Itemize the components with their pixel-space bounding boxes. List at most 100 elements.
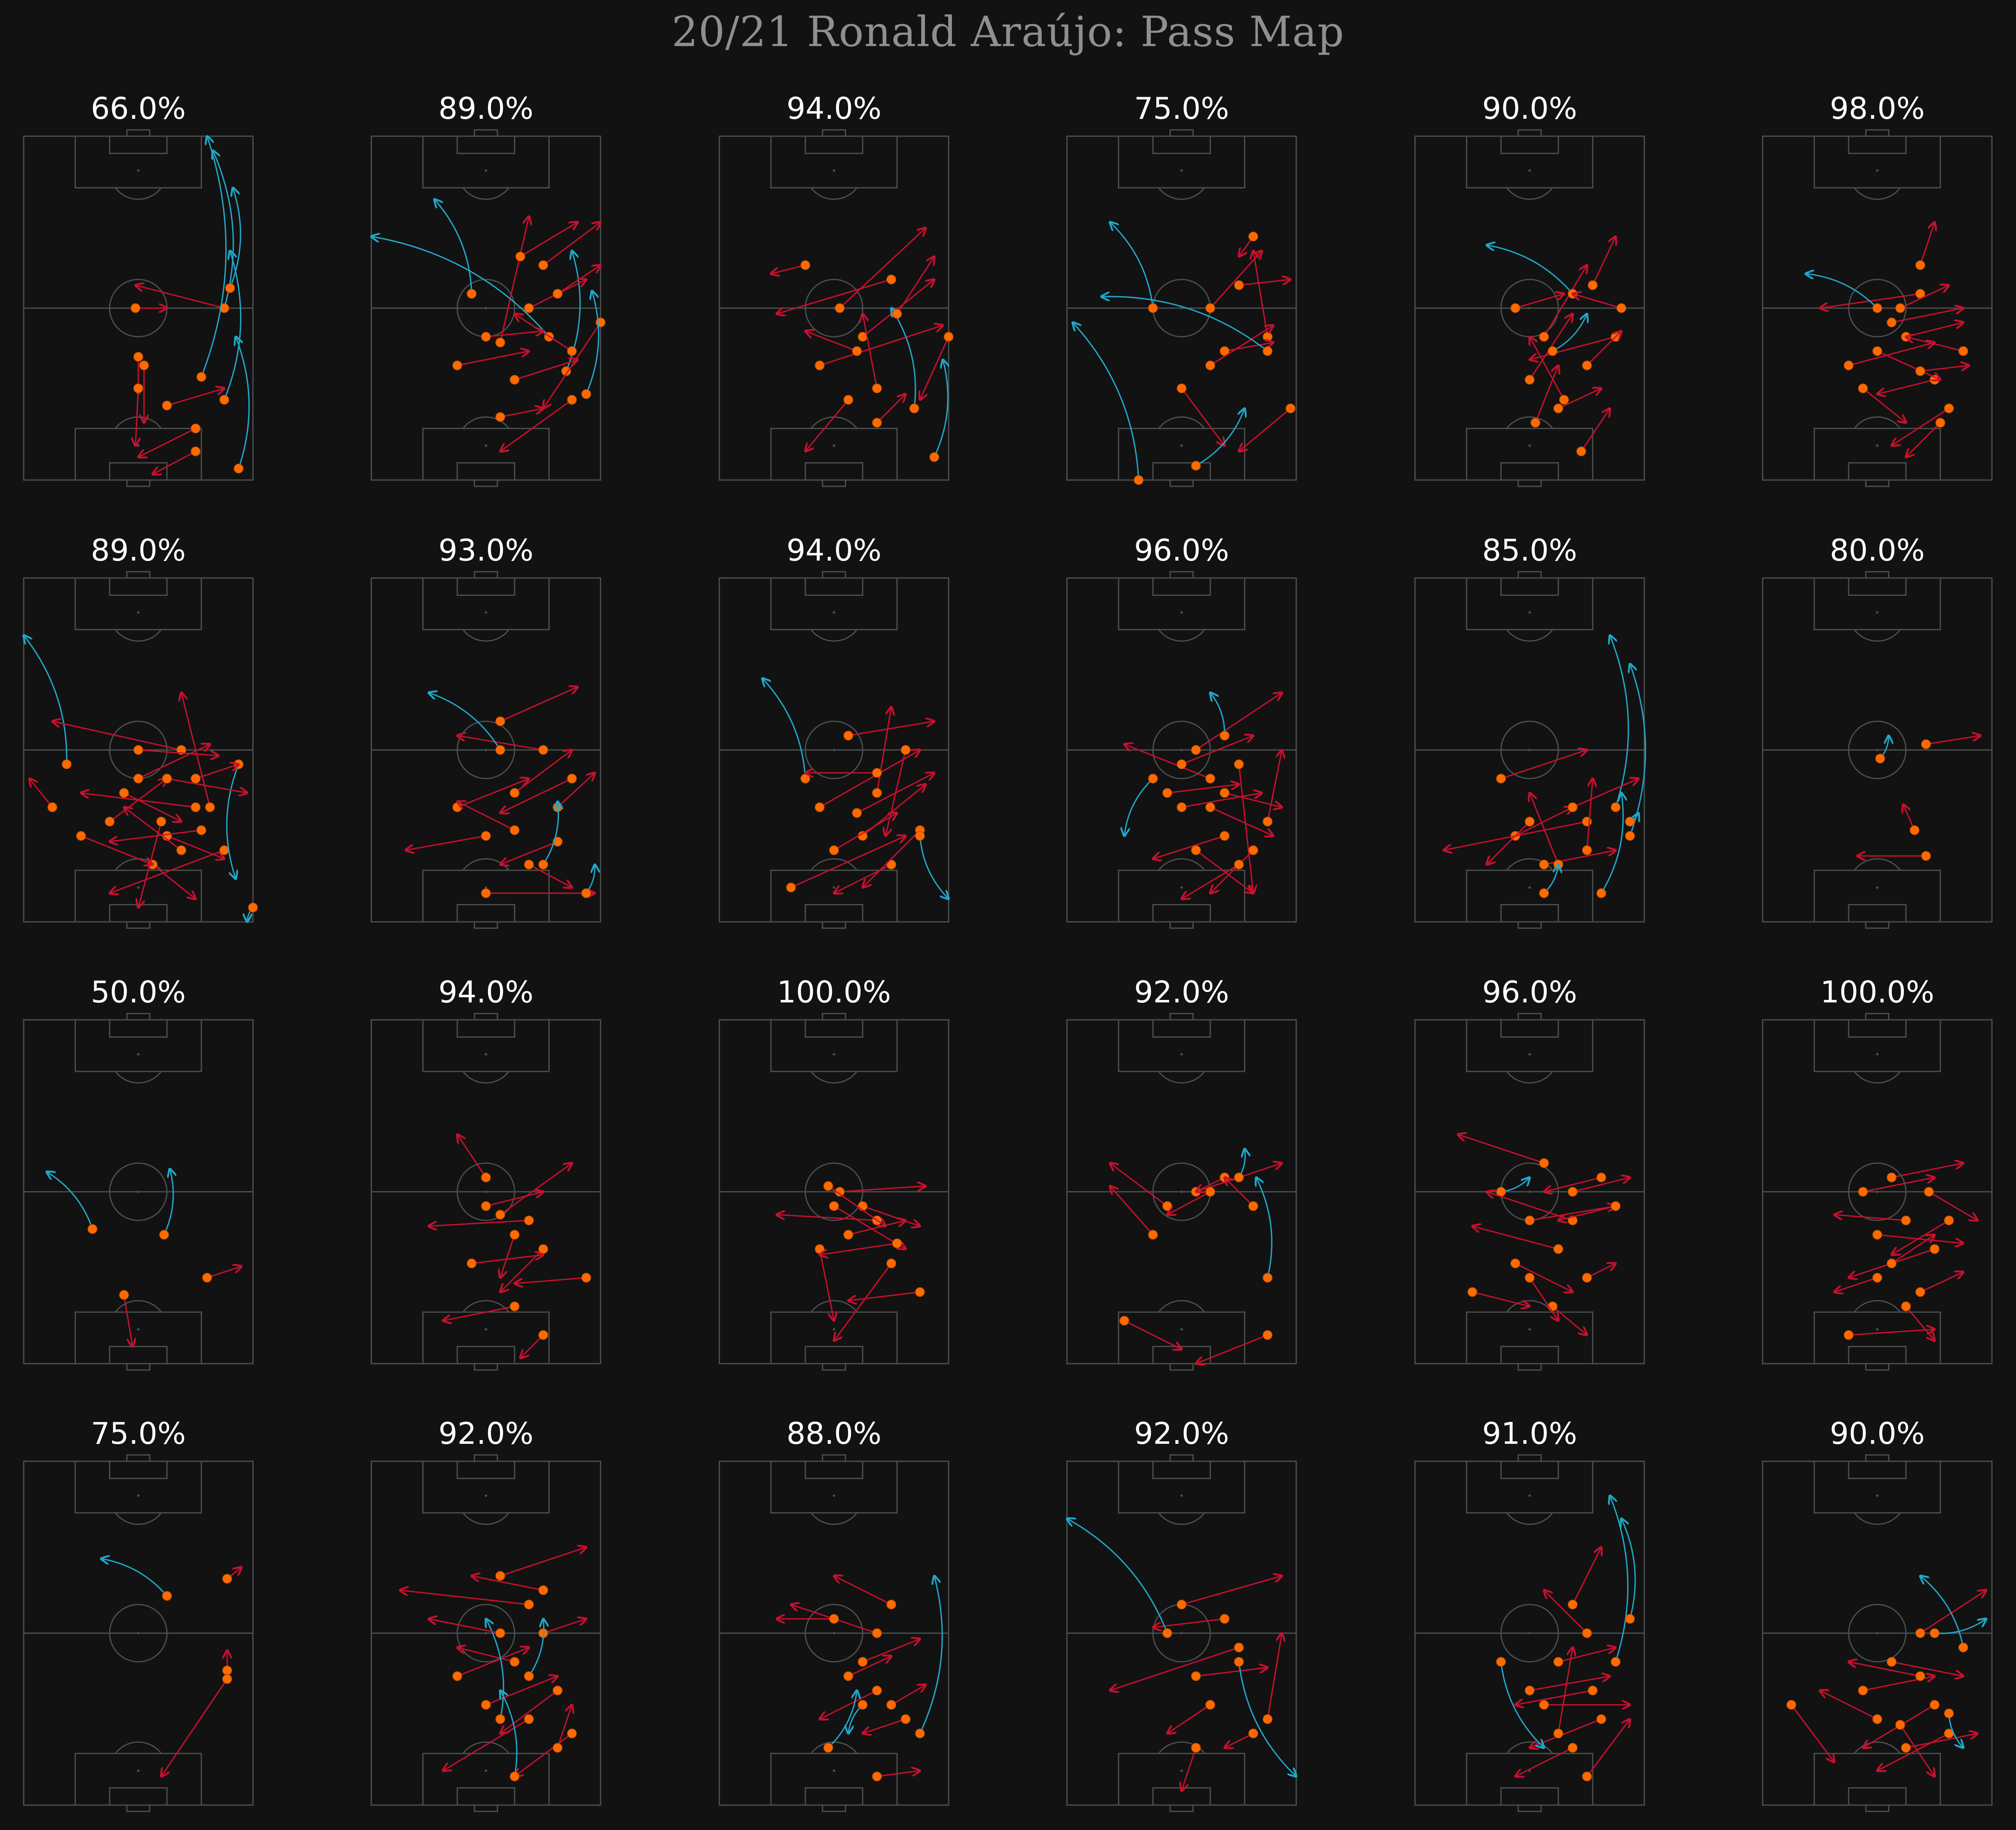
pass-arrow (771, 264, 806, 274)
panel-completion-label: 75.0% (91, 1416, 186, 1451)
penalty-arc-top (1506, 1071, 1553, 1084)
penalty-arc-top (462, 1512, 510, 1525)
penalty-arc-bottom (1854, 858, 1901, 871)
pass-arrow (1181, 1576, 1282, 1605)
cross-arrow (1920, 1576, 1964, 1648)
pass-arrow (1515, 1263, 1573, 1292)
pass-arrow (877, 1771, 920, 1777)
penalty-spot-top (1876, 611, 1879, 614)
six-yard-box-top (1848, 135, 1907, 154)
penalty-arc-bottom (115, 416, 162, 429)
six-yard-box-bottom (804, 1346, 863, 1365)
pass-start-point (452, 802, 462, 812)
pass-start-point (495, 1571, 505, 1581)
penalty-spot-top (485, 1494, 487, 1497)
panel-completion-label: 89.0% (439, 91, 534, 126)
pass-arrow (1529, 1676, 1610, 1691)
pass-start-point (823, 1743, 833, 1753)
pass-arrow (400, 1590, 529, 1605)
cross-arrow (1934, 1619, 1986, 1634)
six-yard-box-top (1500, 577, 1559, 596)
six-yard-box-bottom (1500, 1787, 1559, 1806)
match-panel: 92.0% (1066, 975, 1297, 1371)
penalty-arc-bottom (810, 1300, 858, 1313)
goal-top (1865, 1013, 1890, 1021)
penalty-spot-top (1180, 1494, 1183, 1497)
pass-arrow (123, 792, 181, 822)
pass-start-point (1872, 303, 1882, 313)
pass-start-point (552, 289, 563, 299)
cross-arrow (1610, 1496, 1628, 1662)
pass-start-point (1576, 446, 1586, 456)
penalty-box-bottom (1118, 1311, 1246, 1365)
pass-arrow (1892, 1220, 1950, 1255)
pass-arrow (820, 1242, 898, 1255)
pass-start-point (1248, 1728, 1258, 1739)
centre-spot (1528, 1191, 1531, 1193)
pass-start-point (222, 1674, 232, 1684)
pass-start-point (1148, 303, 1158, 313)
pass-start-point (852, 346, 862, 356)
penalty-spot-bottom (137, 886, 140, 889)
centre-spot (1876, 749, 1879, 751)
six-yard-box-top (1848, 1460, 1907, 1479)
goal-bottom (1517, 479, 1542, 487)
pass-start-point (219, 395, 229, 405)
pass-arrow (805, 399, 849, 451)
penalty-arc-bottom (1158, 1300, 1205, 1313)
goal-bottom (1169, 479, 1194, 487)
pass-start-point (202, 1273, 212, 1283)
pass-start-point (1539, 888, 1549, 898)
pass-arrow (1877, 350, 1940, 380)
pass-start-point (872, 1771, 882, 1781)
pass-start-point (886, 1700, 896, 1710)
pass-arrow (181, 693, 211, 808)
goal-bottom (822, 1804, 846, 1812)
centre-spot (1528, 307, 1531, 309)
pass-start-point (872, 1685, 882, 1695)
penalty-arc-bottom (1158, 416, 1205, 429)
goal-top (1169, 1013, 1194, 1021)
pass-start-point (1191, 845, 1201, 855)
pass-arrow (1920, 1590, 1987, 1634)
pass-start-point (872, 1628, 882, 1638)
pass-arrow (1587, 1264, 1616, 1279)
penalty-spot-bottom (1180, 1328, 1183, 1331)
goal-top (473, 1013, 498, 1021)
pass-arrow (1182, 1747, 1197, 1791)
penalty-spot-bottom (1180, 1769, 1183, 1772)
panel-completion-label: 94.0% (787, 91, 882, 126)
pass-start-point (133, 745, 143, 755)
penalty-arc-top (810, 1071, 858, 1084)
cross-arrow (763, 679, 806, 779)
pass-start-point (1844, 1330, 1854, 1340)
goal-top (822, 129, 846, 137)
panel-completion-label: 98.0% (1830, 91, 1925, 126)
pass-start-point (1786, 1700, 1796, 1710)
pass-arrow (500, 1547, 586, 1577)
pass-start-point (510, 788, 520, 798)
six-yard-box-bottom (109, 1787, 168, 1806)
goal-top (473, 1454, 498, 1462)
centre-circle (1848, 720, 1907, 779)
pass-start-point (1219, 788, 1230, 798)
pass-start-point (1858, 383, 1868, 393)
pass-start-point (466, 1258, 477, 1269)
pass-start-point (1248, 231, 1258, 242)
penalty-box-top (1813, 1460, 1941, 1514)
panel-completion-label: 50.0% (91, 975, 186, 1009)
pass-start-point (1596, 888, 1606, 898)
pass-start-point (162, 400, 172, 411)
goal-top (1169, 571, 1194, 579)
pass-arrow (1862, 387, 1906, 423)
pass-start-point (1263, 816, 1273, 827)
match-panel: 80.0% (1762, 533, 1993, 929)
pass-start-point (1567, 1187, 1578, 1197)
six-yard-box-top (1500, 1019, 1559, 1038)
penalty-box-bottom (1466, 870, 1594, 923)
pass-start-point (196, 372, 206, 382)
pass-start-point (524, 860, 534, 870)
penalty-box-bottom (770, 428, 898, 481)
pass-start-point (538, 1244, 548, 1254)
penalty-spot-bottom (1528, 444, 1531, 447)
